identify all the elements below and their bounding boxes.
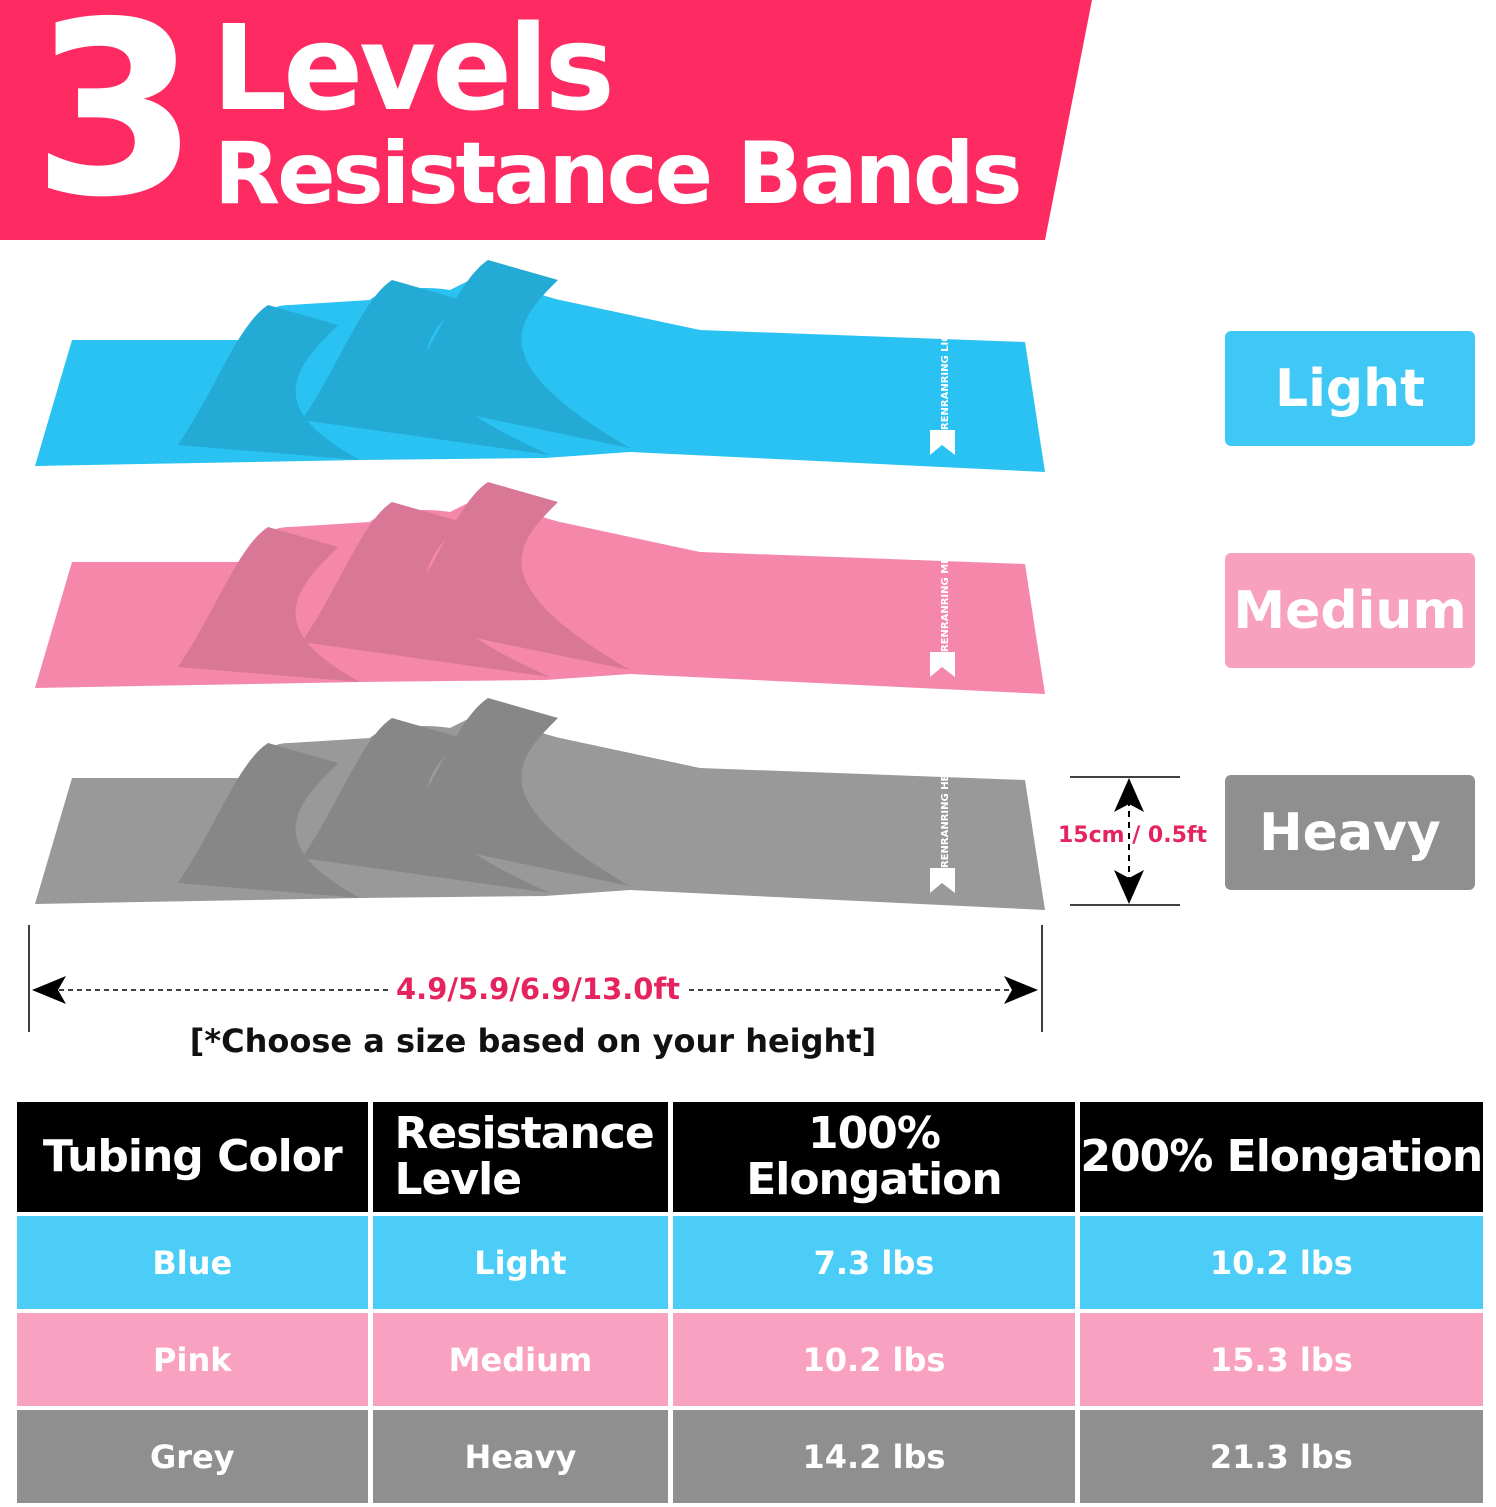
table-cell: Light [372, 1216, 669, 1309]
band-logo: RENRANRING MEDIUM [940, 527, 951, 652]
title-line1: Levels [212, 0, 615, 137]
dimension-lines [28, 776, 1180, 1032]
table-cell: 10.2 lbs [673, 1313, 1075, 1406]
band-medium: RENRANRING MEDIUM [35, 482, 1045, 694]
brand-logo-icon [930, 868, 955, 893]
level-medium-badge: Medium [1225, 553, 1475, 668]
table-cell: Grey [17, 1410, 368, 1503]
table-header-row: Tubing Color Resistance Levle 100% Elong… [17, 1102, 1483, 1212]
table-cell: Pink [17, 1313, 368, 1406]
table-row: Grey Heavy 14.2 lbs 21.3 lbs [17, 1410, 1483, 1503]
band-fold [398, 482, 630, 670]
brand-logo-icon [930, 652, 955, 677]
header-100: 100% Elongation [673, 1102, 1075, 1212]
title-banner [0, 0, 1092, 240]
band-width-label: 15cm / 0.5ft [1058, 823, 1207, 848]
table-cell: Blue [17, 1216, 368, 1309]
table-cell: 10.2 lbs [1079, 1216, 1483, 1309]
band-heavy: RENRANRING HEAVY [35, 698, 1045, 910]
table-cell: 7.3 lbs [673, 1216, 1075, 1309]
title-number: 3 [32, 0, 199, 250]
band-fold [178, 305, 360, 460]
level-heavy-badge: Heavy [1225, 775, 1475, 890]
title-line2: Resistance Bands [214, 124, 1023, 224]
band-fold [178, 743, 360, 898]
table-cell: 15.3 lbs [1079, 1313, 1483, 1406]
header-level: Resistance Levle [372, 1102, 669, 1212]
bands-illustration: RENRANRING LIGTH RENRANRING MEDIUM RENRANR… [35, 260, 1045, 910]
band-light: RENRANRING LIGTH [35, 260, 1045, 472]
table-cell: Heavy [372, 1410, 669, 1503]
header-color: Tubing Color [17, 1102, 368, 1212]
header-200: 200% Elongation [1079, 1102, 1483, 1212]
table-cell: Medium [372, 1313, 669, 1406]
resistance-table: Tubing Color Resistance Levle 100% Elong… [12, 1098, 1488, 1507]
level-light-badge: Light [1225, 331, 1475, 446]
table-cell: 14.2 lbs [673, 1410, 1075, 1503]
brand-logo-icon [930, 430, 955, 455]
table-row: Blue Light 7.3 lbs 10.2 lbs [17, 1216, 1483, 1309]
band-fold [178, 527, 360, 682]
band-fold [398, 698, 630, 886]
table-row: Pink Medium 10.2 lbs 15.3 lbs [17, 1313, 1483, 1406]
band-length-label: 4.9/5.9/6.9/13.0ft [390, 972, 686, 1006]
table-cell: 21.3 lbs [1079, 1410, 1483, 1503]
band-logo: RENRANRING HEAVY [940, 752, 951, 868]
band-logo: RENRANRING LIGTH [940, 318, 951, 430]
size-note: [*Choose a size based on your height] [189, 1022, 877, 1060]
band-fold [398, 260, 630, 448]
